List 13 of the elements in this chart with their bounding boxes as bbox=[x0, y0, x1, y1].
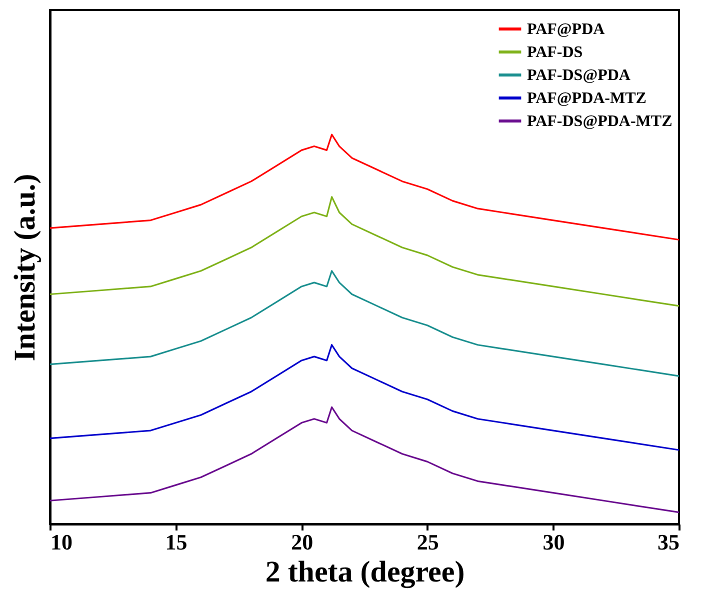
x-tick-label: 20 bbox=[291, 530, 314, 554]
legend-label: PAF@PDA-MTZ bbox=[527, 90, 646, 107]
x-tick-label: 15 bbox=[165, 530, 188, 554]
legend-label: PAF@PDA bbox=[527, 21, 606, 38]
legend-label: PAF-DS@PDA-MTZ bbox=[527, 113, 672, 130]
y-axis-title: Intensity (a.u.) bbox=[8, 174, 42, 362]
x-tick-label: 30 bbox=[542, 530, 565, 554]
x-tick-label: 10 bbox=[50, 530, 72, 554]
x-tick-label: 35 bbox=[658, 530, 680, 554]
x-axis-title: 2 theta (degree) bbox=[265, 556, 465, 588]
legend-label: PAF-DS bbox=[527, 44, 583, 61]
legend-label: PAF-DS@PDA bbox=[527, 67, 631, 84]
x-tick-label: 25 bbox=[416, 530, 439, 554]
